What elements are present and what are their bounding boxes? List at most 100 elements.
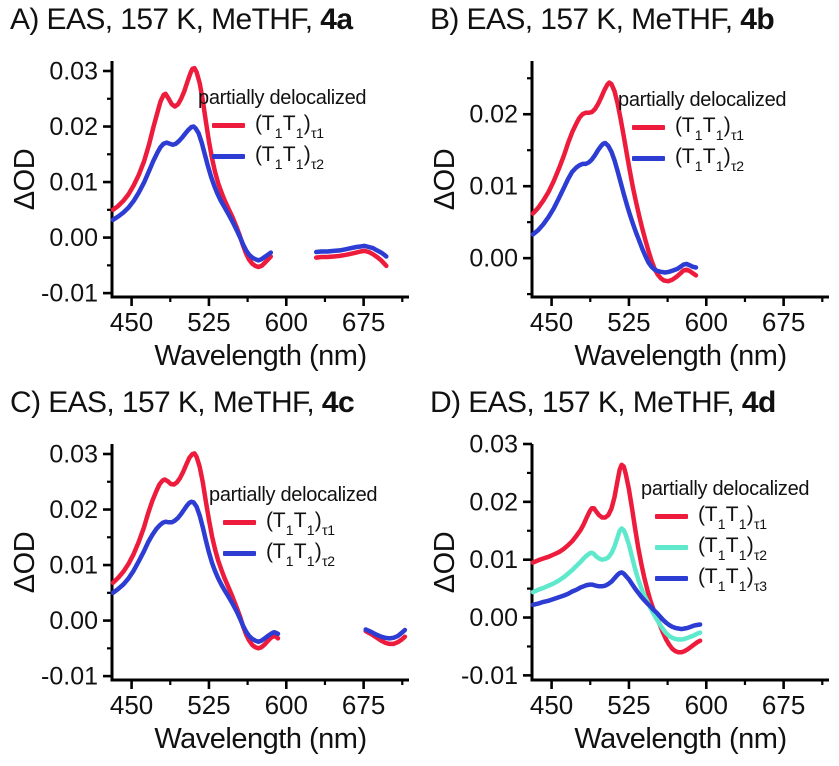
x-tick-label: 525	[607, 307, 650, 337]
x-tick-label: 675	[342, 307, 385, 337]
legend-entry-(T1T1)t1: (T1T1)τ1	[223, 507, 377, 538]
y-tick-label: 0.00	[49, 224, 98, 252]
panel-b-compound-label: 4b	[740, 3, 775, 36]
panel-c-title: C) EAS, 157 K, MeTHF, 4c	[10, 386, 355, 420]
legend-label: (T1T1)τ2	[675, 145, 744, 174]
x-tick-label: 525	[187, 690, 230, 720]
legend-swatch	[655, 514, 688, 519]
legend-swatch	[655, 576, 688, 581]
legend-entry-(T1T1)t3: (T1T1)τ3	[655, 563, 809, 594]
curve-(T1T1)t2	[110, 499, 281, 644]
x-tick-label: 450	[530, 307, 573, 337]
x-tick-label: 450	[110, 307, 153, 337]
curve-(T1T1)t1	[530, 462, 703, 655]
legend-label: (T1T1)τ2	[255, 143, 324, 172]
y-tick-label: 0.03	[49, 440, 98, 468]
panel-d-title: D) EAS, 157 K, MeTHF, 4d	[430, 386, 776, 420]
panel-d-plot: -0.01 0.00 0.01 0.02 0.03 450 525 600 675	[461, 431, 829, 720]
y-tick-label: 0.03	[49, 57, 98, 85]
panel-c: C) EAS, 157 K, MeTHF, 4c ΔOD -0.01 0.00 0.…	[0, 383, 419, 766]
x-tick-label: 600	[685, 690, 728, 720]
panel-d: D) EAS, 157 K, MeTHF, 4d ΔOD -0.01 0.00 0.…	[420, 383, 839, 766]
y-tick-label: 0.03	[469, 431, 518, 459]
x-tick-label: 525	[607, 690, 650, 720]
curve-(T1T1)t2	[363, 627, 408, 641]
legend-entry-(T1T1)t1: (T1T1)τ1	[212, 110, 366, 141]
legend-entry-(T1T1)t2: (T1T1)τ2	[632, 143, 786, 174]
legend-title: partially delocalized	[209, 484, 378, 506]
panel-c-legend: partially delocalized (T1T1)τ1 (T1T1)τ2	[209, 483, 378, 569]
curve-(T1T1)t1	[110, 451, 281, 651]
panel-d-legend: partially delocalized (T1T1)τ1 (T1T1)τ2 (T…	[641, 477, 810, 594]
x-tick-label: 600	[265, 307, 308, 337]
legend-label: (T1T1)τ2	[698, 534, 767, 563]
legend-swatch	[212, 123, 245, 128]
y-tick-label: 0.01	[49, 552, 98, 580]
legend-swatch	[632, 125, 665, 130]
panel-d-title-text: D) EAS, 157 K, MeTHF,	[430, 386, 742, 419]
y-tick-label: 0.01	[469, 173, 518, 201]
curve-(T1T1)t2	[530, 526, 703, 642]
legend-label: (T1T1)τ1	[266, 509, 335, 538]
curve-(T1T1)t1	[530, 80, 699, 284]
panel-a-title: A) EAS, 157 K, MeTHF, 4a	[10, 3, 353, 37]
x-tick-label: 600	[685, 307, 728, 337]
y-tick-label: 0.02	[49, 496, 98, 524]
panel-a-compound-label: 4a	[320, 3, 353, 36]
y-tick-label: 0.01	[49, 169, 98, 197]
panel-c-x-axis-label: Wavelength (nm)	[154, 723, 367, 755]
legend-swatch	[223, 520, 256, 525]
panel-b-title: B) EAS, 157 K, MeTHF, 4b	[430, 3, 775, 37]
legend-label: (T1T1)τ3	[698, 565, 767, 594]
y-tick-label: 0.01	[469, 546, 518, 574]
legend-swatch	[223, 551, 256, 556]
legend-title: partially delocalized	[641, 478, 810, 500]
x-tick-label: 675	[762, 307, 805, 337]
curve-(T1T1)t2	[110, 124, 274, 263]
panel-b-plot: 0.00 0.01 0.02 450 525 600 675	[469, 61, 829, 337]
legend-label: (T1T1)τ1	[255, 112, 324, 141]
legend-label: (T1T1)τ1	[675, 114, 744, 143]
curve-(T1T1)t1	[313, 248, 389, 269]
panel-b-x-axis-label: Wavelength (nm)	[574, 340, 787, 372]
x-tick-label: 675	[762, 690, 805, 720]
y-tick-label: 0.00	[469, 245, 518, 273]
panel-c-title-text: C) EAS, 157 K, MeTHF,	[10, 386, 322, 419]
legend-swatch	[632, 156, 665, 161]
y-tick-label: 0.00	[49, 607, 98, 635]
legend-label: (T1T1)τ2	[266, 540, 335, 569]
panel-a: A) EAS, 157 K, MeTHF, 4a ΔOD -0.01 0.00 0.…	[0, 0, 419, 383]
x-tick-label: 600	[265, 690, 308, 720]
x-tick-label: 450	[110, 690, 153, 720]
y-tick-label: -0.01	[41, 280, 98, 308]
y-tick-label: 0.00	[469, 604, 518, 632]
panel-b-legend: partially delocalized (T1T1)τ1 (T1T1)τ2	[618, 88, 787, 174]
panel-a-x-axis-label: Wavelength (nm)	[154, 340, 367, 372]
legend-title: partially delocalized	[198, 87, 367, 109]
panel-b-title-text: B) EAS, 157 K, MeTHF,	[430, 3, 741, 36]
legend-entry-(T1T1)t2: (T1T1)τ2	[655, 532, 809, 563]
panel-a-legend: partially delocalized (T1T1)τ1 (T1T1)τ2	[198, 86, 367, 172]
x-tick-label: 675	[342, 690, 385, 720]
legend-entry-(T1T1)t1: (T1T1)τ1	[655, 501, 809, 532]
panel-c-compound-label: 4c	[321, 386, 355, 419]
legend-title: partially delocalized	[618, 89, 787, 111]
panel-a-plot: -0.01 0.00 0.01 0.02 0.03 450 525 600 675	[41, 57, 409, 337]
y-tick-label: 0.02	[469, 101, 518, 129]
legend-swatch	[655, 545, 688, 550]
y-tick-label: -0.01	[41, 663, 98, 691]
legend-entry-(T1T1)t2: (T1T1)τ2	[223, 538, 377, 569]
legend-entry-(T1T1)t2: (T1T1)τ2	[212, 141, 366, 172]
y-tick-label: 0.02	[49, 113, 98, 141]
panel-c-plot: -0.01 0.00 0.01 0.02 0.03 450 525 600 675	[41, 440, 409, 720]
curve-(T1T1)t2	[313, 243, 389, 259]
legend-swatch	[212, 154, 245, 159]
panel-d-x-axis-label: Wavelength (nm)	[574, 723, 787, 755]
y-tick-label: 0.02	[469, 488, 518, 516]
panel-a-title-text: A) EAS, 157 K, MeTHF,	[10, 3, 321, 36]
legend-label: (T1T1)τ1	[698, 503, 767, 532]
curve-(T1T1)t3	[530, 570, 703, 632]
legend-entry-(T1T1)t1: (T1T1)τ1	[632, 112, 786, 143]
y-tick-label: -0.01	[461, 662, 518, 690]
curve-(T1T1)t2	[530, 140, 699, 275]
